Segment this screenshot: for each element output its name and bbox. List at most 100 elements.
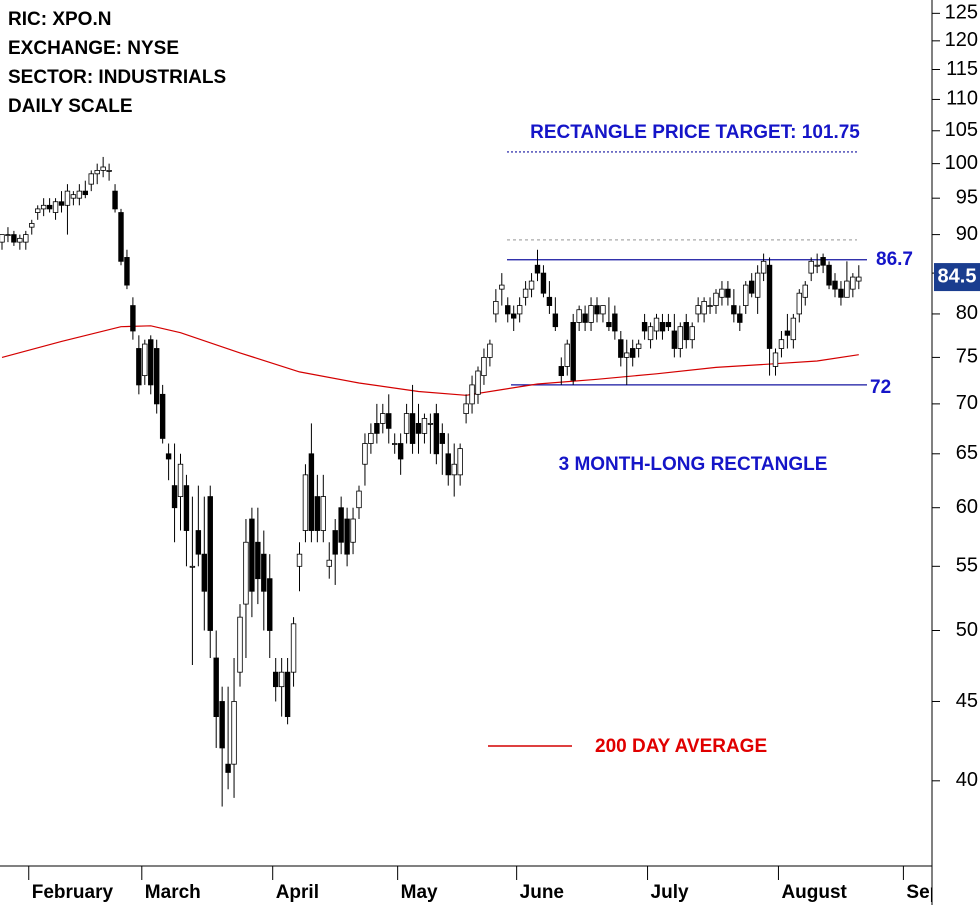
candle-body [344, 518, 350, 555]
y-tick-label: 70 [956, 392, 978, 414]
candle-body [338, 507, 344, 543]
x-tick-label: May [401, 882, 438, 903]
candle-body [189, 565, 196, 568]
candle-body [683, 322, 689, 341]
candle-body [100, 166, 106, 171]
candle-body [719, 288, 725, 298]
candle-body [213, 657, 219, 718]
candle-body [278, 671, 285, 688]
candle-body [243, 541, 249, 605]
x-labels: February March April May June July August Septe… [32, 882, 932, 903]
candle-body [671, 330, 678, 349]
candle-body [582, 313, 588, 323]
candle-body [796, 292, 802, 315]
y-tick-label: 80 [956, 302, 978, 324]
y-tick-label: 120 [945, 29, 978, 51]
candle-body [64, 190, 71, 206]
candle-body [142, 343, 148, 377]
y-tick-label: 75 [956, 346, 978, 368]
pattern-label: 3 MONTH-LONG RECTANGLE [559, 454, 828, 475]
candle-body [618, 339, 624, 358]
candle-body [647, 326, 654, 341]
target-label: RECTANGLE PRICE TARGET: 101.75 [530, 122, 860, 143]
candle-body [540, 272, 547, 294]
candle-body [469, 384, 475, 405]
candle-body [677, 326, 683, 349]
candle-body [314, 496, 321, 531]
candle-body [356, 490, 362, 509]
candle-body [118, 212, 124, 262]
candle-body [272, 671, 279, 688]
info-line: RIC: XPO.N [8, 9, 111, 30]
candle-body [225, 763, 231, 773]
candle-body [760, 260, 767, 274]
y-tick-label: 55 [956, 555, 978, 577]
candle-body [88, 173, 94, 185]
candle-body [665, 322, 672, 328]
x-tick-label: February [32, 882, 114, 903]
candle-body [820, 257, 826, 266]
candle-body [183, 485, 190, 531]
candle-body [0, 234, 5, 243]
candle-body [826, 264, 832, 286]
candle-body [165, 453, 172, 460]
candle-body [350, 518, 356, 543]
candle-body [40, 204, 47, 210]
candle-body [171, 485, 178, 509]
info-line: EXCHANGE: NYSE [8, 38, 179, 59]
candle-body [516, 305, 523, 315]
candle-body [207, 496, 213, 631]
candle-body [35, 208, 41, 213]
candle-body [94, 170, 100, 175]
candle-body [284, 671, 291, 718]
candle-body [499, 284, 505, 290]
candle-body [201, 553, 207, 592]
level-label: 72 [870, 377, 891, 398]
candle-body [689, 326, 695, 341]
candle-body [576, 309, 582, 323]
candle-body [505, 305, 511, 315]
y-tick-label: 45 [956, 690, 978, 712]
candle-body [808, 260, 814, 274]
candle-body [177, 463, 184, 497]
y-tick-label: 95 [956, 186, 978, 208]
y-tick-label: 90 [956, 223, 978, 245]
candle-body [493, 301, 499, 315]
candle-body [195, 530, 202, 555]
candle-body [546, 296, 553, 306]
candle-body [320, 496, 326, 531]
candle-body [701, 301, 707, 315]
candle-body [653, 317, 660, 332]
candle-body [790, 317, 797, 341]
candle-body [397, 443, 404, 460]
candle-body [630, 348, 636, 358]
candle-body [70, 194, 77, 199]
candle-body [112, 190, 118, 210]
candle-body [772, 352, 779, 367]
candle-body [261, 553, 267, 592]
candle-body [362, 443, 368, 465]
y-tick-label: 115 [946, 58, 978, 80]
candle-body [766, 264, 773, 349]
candle-body [594, 305, 600, 315]
candle-body [231, 701, 237, 765]
candle-body [374, 423, 380, 434]
candle-body [856, 276, 862, 282]
x-tick-label: August [781, 882, 847, 903]
candle-body [11, 234, 17, 243]
candle-body [23, 234, 29, 243]
candle-body [439, 432, 445, 444]
candle-body [743, 284, 749, 306]
moving-average [1, 325, 859, 396]
candle-body [52, 201, 59, 213]
candle-body [255, 541, 261, 580]
candle-body [17, 237, 23, 243]
y-tick-label: 40 [956, 769, 978, 791]
candle-body [606, 322, 612, 328]
candle-body [695, 305, 701, 315]
candle-body [481, 357, 487, 377]
candle-body [552, 313, 559, 328]
candle-body [558, 366, 564, 377]
candle-body [403, 413, 410, 434]
